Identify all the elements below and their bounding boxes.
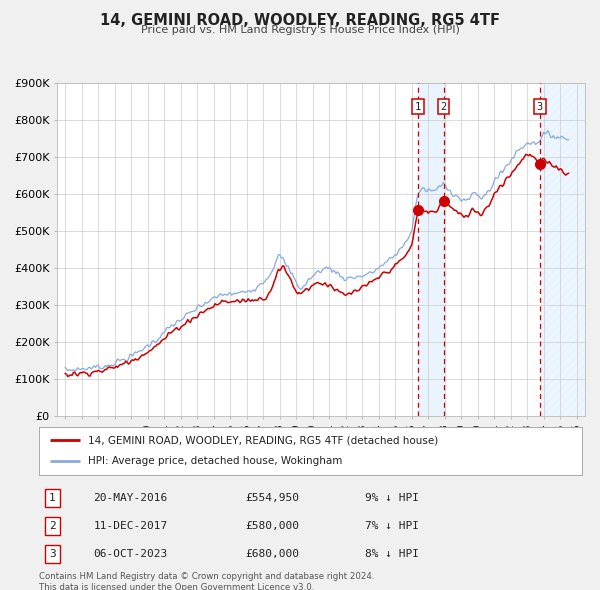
Text: 14, GEMINI ROAD, WOODLEY, READING, RG5 4TF (detached house): 14, GEMINI ROAD, WOODLEY, READING, RG5 4… (88, 435, 438, 445)
Text: 1: 1 (49, 493, 56, 503)
Text: 8% ↓ HPI: 8% ↓ HPI (365, 549, 419, 559)
Text: 2: 2 (49, 521, 56, 530)
Text: 3: 3 (536, 101, 543, 112)
Text: 06-OCT-2023: 06-OCT-2023 (94, 549, 167, 559)
Text: HPI: Average price, detached house, Wokingham: HPI: Average price, detached house, Woki… (88, 457, 342, 467)
Text: £580,000: £580,000 (245, 521, 299, 530)
Text: £680,000: £680,000 (245, 549, 299, 559)
Text: 2: 2 (440, 101, 447, 112)
Bar (540, 83, 585, 416)
Bar (418, 83, 444, 416)
Text: Contains HM Land Registry data © Crown copyright and database right 2024.
This d: Contains HM Land Registry data © Crown c… (39, 572, 374, 590)
Text: 11-DEC-2017: 11-DEC-2017 (94, 521, 167, 530)
Text: £554,950: £554,950 (245, 493, 299, 503)
Text: 1: 1 (415, 101, 421, 112)
Text: 3: 3 (49, 549, 56, 559)
Text: 20-MAY-2016: 20-MAY-2016 (94, 493, 167, 503)
Text: 14, GEMINI ROAD, WOODLEY, READING, RG5 4TF: 14, GEMINI ROAD, WOODLEY, READING, RG5 4… (100, 13, 500, 28)
Text: Price paid vs. HM Land Registry's House Price Index (HPI): Price paid vs. HM Land Registry's House … (140, 25, 460, 35)
Text: 7% ↓ HPI: 7% ↓ HPI (365, 521, 419, 530)
Text: 9% ↓ HPI: 9% ↓ HPI (365, 493, 419, 503)
